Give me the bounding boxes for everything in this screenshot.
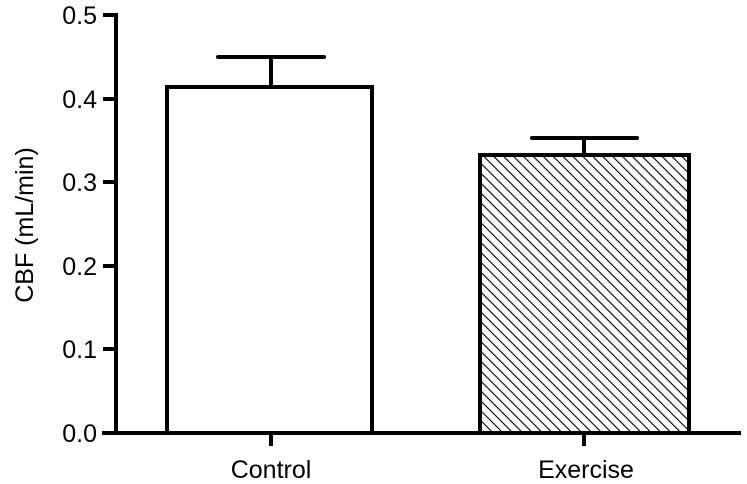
y-axis xyxy=(103,13,118,435)
bar-control xyxy=(165,55,374,435)
y-tick-label: 0.1 xyxy=(62,336,97,364)
bar-exercise xyxy=(478,136,691,435)
y-tick-label: 0.5 xyxy=(62,2,97,30)
x-tick-label-exercise: Exercise xyxy=(538,456,634,484)
y-tick-label: 0.4 xyxy=(62,86,97,114)
y-tick-label: 0.0 xyxy=(62,420,97,448)
y-tick-label: 0.3 xyxy=(62,169,97,197)
x-tick-label-control: Control xyxy=(231,456,312,484)
y-tick-labels: 0.5 0.4 0.3 0.2 0.1 0.0 xyxy=(62,2,97,448)
y-tick-label: 0.2 xyxy=(62,253,97,281)
y-axis-title: CBF (mL/min) xyxy=(11,147,39,303)
x-axis xyxy=(102,431,741,446)
